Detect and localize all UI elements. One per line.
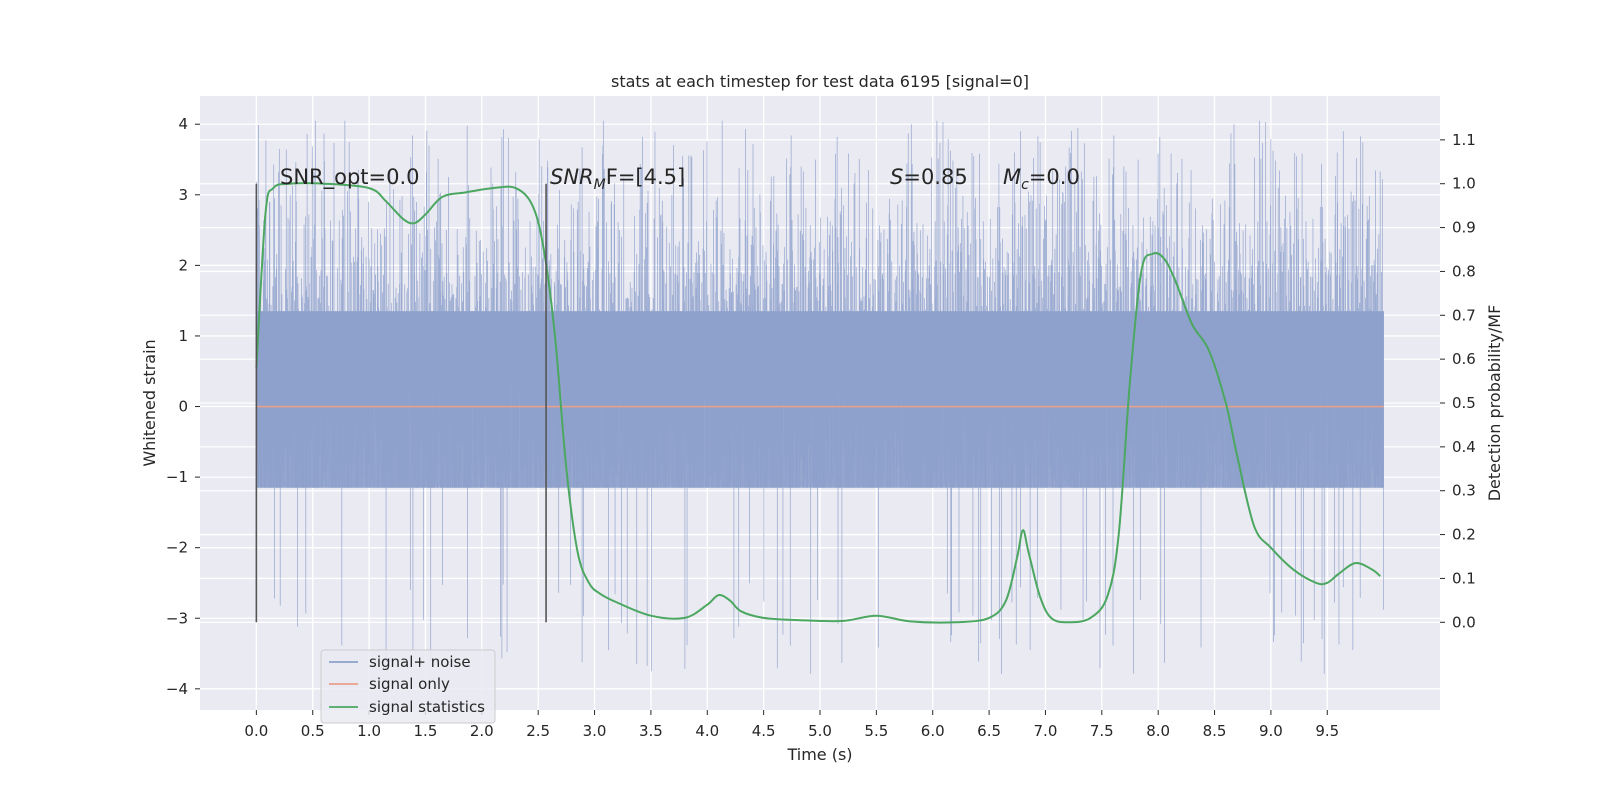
marker-lines [255,183,547,623]
y-left-tick-label: −4 [166,680,188,698]
y-right-tick-label: 0.2 [1452,526,1476,544]
y-left-tick-label: −1 [166,468,188,486]
y-left-tick-label: −3 [166,609,188,627]
annotation-snr-mf: SNRMF=[4.5] [550,165,685,193]
y-right-tick-label: 0.6 [1452,350,1476,368]
x-tick-label: 2.0 [470,722,494,740]
y-right-tick-label: 0.5 [1452,394,1476,412]
annotation-s: S=0.85 [890,165,968,189]
x-tick-label: 4.0 [695,722,719,740]
x-tick-label: 3.0 [583,722,607,740]
x-tick-label: 1.0 [357,722,381,740]
y-right-axis-label: Detection probability/MF [1485,305,1504,502]
y-left-axis-ticks: 4 3 2 1 0 −1 −2 −3 −4 [166,115,200,698]
legend-label-signal-statistics: signal statistics [369,698,485,716]
x-tick-label: 0.5 [301,722,325,740]
x-tick-label: 9.0 [1259,722,1283,740]
y-left-tick-label: 1 [178,327,188,345]
x-tick-label: 0.0 [244,722,268,740]
y-right-tick-label: 1.1 [1452,131,1476,149]
y-left-tick-label: −2 [166,539,188,557]
y-right-tick-label: 0.1 [1452,569,1476,587]
y-right-tick-label: 0.9 [1452,219,1476,237]
y-right-tick-label: 1.0 [1452,175,1476,193]
x-tick-label: 3.5 [639,722,663,740]
legend-label-signal-plus-noise: signal+ noise [369,653,471,671]
legend: signal+ noise signal only signal statist… [320,649,496,724]
legend-box [320,649,496,724]
annotation-snr-opt: SNR_opt=0.0 [280,165,420,190]
y-right-tick-label: 0.8 [1452,262,1476,280]
x-tick-label: 5.5 [864,722,888,740]
x-tick-label: 5.0 [808,722,832,740]
x-tick-label: 7.5 [1090,722,1114,740]
x-axis-label: Time (s) [786,745,852,764]
legend-label-signal-only: signal only [369,675,450,693]
x-tick-label: 8.0 [1146,722,1170,740]
y-left-tick-label: 2 [178,256,188,274]
x-tick-label: 6.5 [977,722,1001,740]
x-tick-label: 9.5 [1315,722,1339,740]
x-tick-label: 1.5 [414,722,438,740]
x-tick-label: 7.0 [1034,722,1058,740]
y-right-axis-ticks: 1.1 1.0 0.9 0.8 0.7 0.6 0.5 0.4 0.3 0.2 0.1 0.0 [1440,131,1476,631]
x-axis-ticks: 0.0 0.5 1.0 1.5 2.0 2.5 3.0 3.5 4.0 4.5 5.0 5.5 6.0 6… [244,710,1339,740]
series-lines [255,182,1384,624]
chart-title: stats at each timestep for test data 619… [611,72,1029,91]
y-left-tick-label: 4 [178,115,188,133]
y-right-tick-label: 0.7 [1452,306,1476,324]
y-left-axis-label: Whitened strain [140,339,159,466]
y-left-tick-label: 0 [178,398,188,416]
x-tick-label: 6.0 [921,722,945,740]
annotation-mc: Mc=0.0 [1003,165,1080,193]
signal-plus-noise-band [256,311,1384,488]
x-tick-label: 2.5 [526,722,550,740]
x-tick-label: 8.5 [1203,722,1227,740]
y-right-tick-label: 0.4 [1452,438,1476,456]
y-left-tick-label: 3 [178,186,188,204]
y-right-tick-label: 0.0 [1452,613,1476,631]
signal-statistics-line [255,182,1381,624]
y-right-tick-label: 0.3 [1452,482,1476,500]
series-signal-plus-noise [255,120,1385,674]
x-tick-label: 4.5 [752,722,776,740]
